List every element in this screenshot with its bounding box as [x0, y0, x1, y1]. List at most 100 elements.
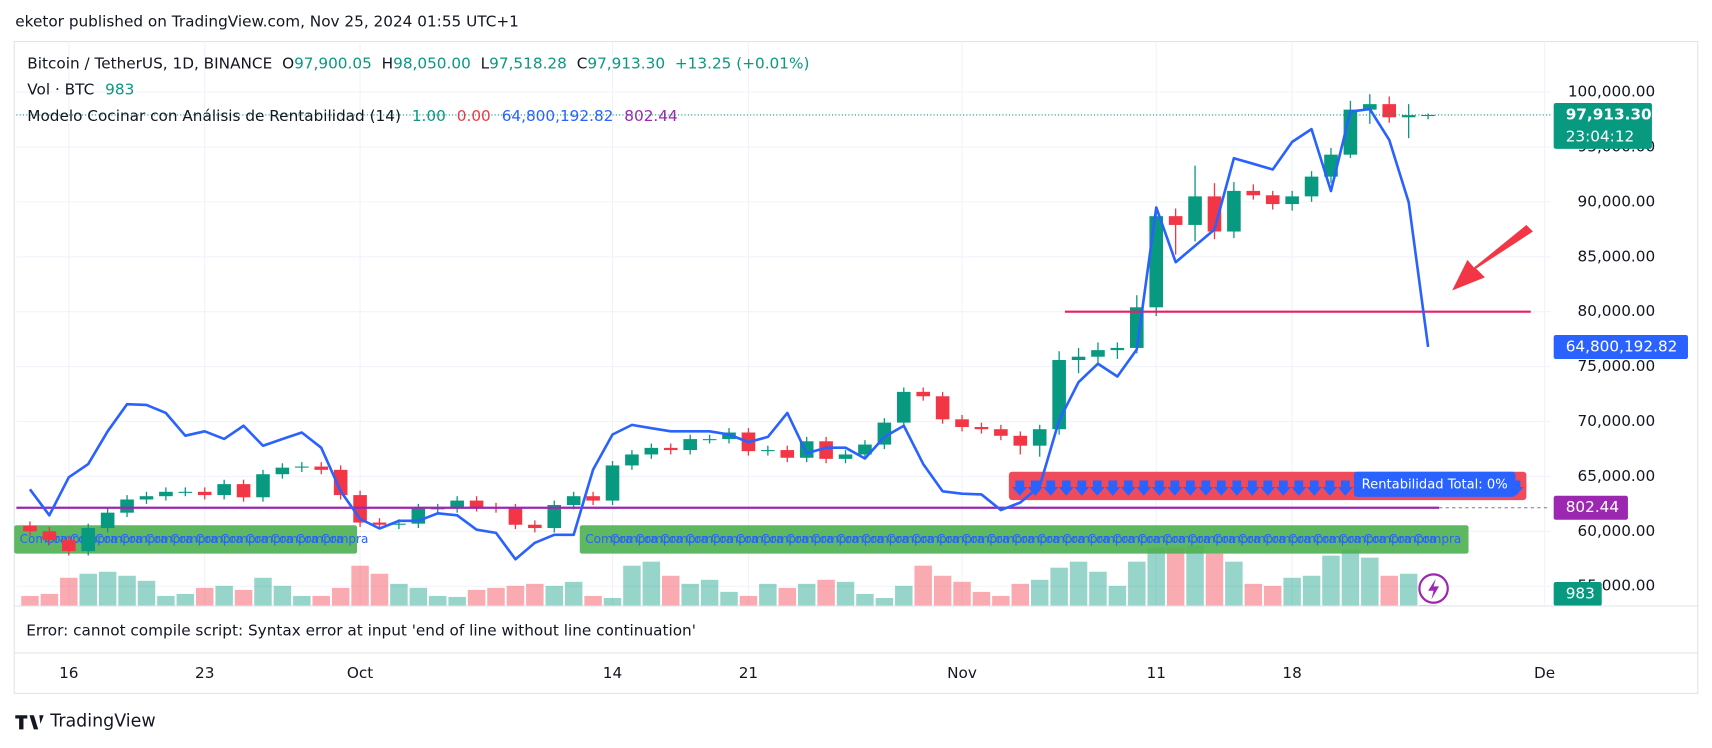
candle-body	[23, 525, 37, 532]
volume-bar	[157, 595, 175, 607]
candle-body	[586, 496, 600, 501]
error-message: Error: cannot compile script: Syntax err…	[26, 622, 696, 640]
signal-text: Compra	[1037, 532, 1084, 546]
alert-bolt	[1428, 578, 1440, 600]
volume-bar	[1225, 561, 1243, 607]
volume-bar	[1050, 567, 1068, 607]
volume-bar	[1244, 583, 1263, 607]
ohlc-key: L	[481, 54, 490, 72]
sell-arrow	[1198, 480, 1214, 496]
volume-bar	[1341, 549, 1360, 607]
volume-bar	[506, 585, 525, 607]
volume-bar	[584, 595, 602, 607]
volume-bar	[195, 587, 214, 607]
signal-text: Compra	[585, 532, 632, 546]
sell-arrow	[1151, 480, 1167, 496]
candle-body	[1149, 216, 1164, 308]
sell-arrow	[1337, 480, 1354, 496]
ohlc-value: 97,913.30	[587, 54, 665, 72]
indicator-output: 802.44	[624, 106, 677, 124]
volume-bar	[1361, 557, 1379, 607]
volume-bar	[681, 583, 699, 607]
volume-name: Vol · BTC	[27, 80, 94, 98]
signal-text: Compra	[711, 532, 758, 546]
signal-text: Compra	[296, 532, 343, 546]
signal-text: Compra	[95, 532, 142, 546]
volume-bar	[564, 581, 583, 607]
volume-bar	[137, 580, 156, 607]
candle-body	[159, 491, 173, 497]
sell-arrow	[1074, 480, 1090, 496]
signal-text: Compra	[1238, 532, 1285, 546]
volume-bar	[1322, 555, 1340, 607]
volume-bar	[487, 587, 505, 607]
volume-bar	[836, 581, 855, 607]
baseline-value-label: 802.44	[1566, 498, 1619, 516]
x-tick-label: De	[1534, 664, 1555, 682]
volume-bar	[1147, 547, 1165, 607]
signal-text: Compra	[1062, 532, 1109, 546]
candle-body	[528, 524, 542, 529]
volume-bar	[98, 571, 117, 607]
legend-indicator: Modelo Cocinar con Análisis de Rentabili…	[27, 106, 677, 124]
volume-bar	[895, 585, 913, 607]
candle-body	[1091, 350, 1105, 357]
volume-bar	[176, 593, 195, 607]
signal-text: Compra	[912, 532, 959, 546]
volume-bar	[40, 593, 59, 607]
volume-bar	[21, 595, 39, 607]
candle-body	[333, 469, 348, 496]
signal-text: Compra	[246, 532, 293, 546]
candle-body	[780, 450, 795, 458]
indicator-line	[28, 107, 1430, 561]
candle-body	[838, 454, 853, 459]
volume-bar	[1205, 553, 1224, 607]
volume-bar	[526, 583, 544, 607]
candle-body	[1401, 115, 1416, 118]
candle-body	[81, 528, 96, 552]
x-tick-label: 16	[59, 664, 78, 682]
signal-text: Compra	[887, 532, 934, 546]
volume-bar	[409, 587, 428, 607]
annotation-arrow	[1452, 224, 1533, 291]
sell-arrow	[1058, 480, 1074, 496]
candle-body	[1382, 104, 1397, 118]
candle-body	[896, 391, 911, 423]
chart-frame	[13, 40, 1699, 694]
volume-bar	[351, 565, 369, 607]
candle-body	[1227, 190, 1241, 232]
candle-body	[217, 484, 231, 496]
signal-text: Compra	[1113, 532, 1160, 546]
volume-bar	[1263, 585, 1282, 607]
indicator-name: Modelo Cocinar con Análisis de Rentabili…	[27, 106, 401, 124]
grid-layer	[16, 41, 1551, 607]
signal-text: Compra	[1213, 532, 1260, 546]
brand-logo[interactable]: TradingView	[15, 712, 156, 732]
candle-body	[858, 444, 872, 455]
sell-arrow	[1167, 480, 1183, 496]
candle-body	[1363, 104, 1377, 110]
candle-body	[1324, 154, 1338, 177]
volume-bar	[467, 589, 486, 607]
volume-bar	[856, 593, 874, 607]
sell-arrow	[1120, 480, 1136, 496]
volume-bar	[720, 591, 738, 607]
profit-box	[1353, 471, 1516, 497]
volume-bar	[623, 565, 641, 607]
signal-text: Compra	[1364, 532, 1411, 546]
signal-text: Compra	[635, 532, 682, 546]
sell-arrow	[1322, 480, 1338, 496]
volume-bar	[331, 587, 350, 607]
signal-text: Compra	[811, 532, 858, 546]
candle-body	[236, 484, 251, 498]
candle-body	[469, 500, 484, 508]
indicator-output: 1.00	[412, 106, 446, 124]
candle-body	[392, 523, 406, 525]
candle-body	[508, 508, 523, 525]
signal-text: Compra	[1263, 532, 1310, 546]
y-tick-label: 100,000.00	[1568, 83, 1655, 101]
volume-bar	[797, 583, 816, 607]
candle-body	[256, 474, 270, 498]
volume-bar	[215, 585, 233, 607]
